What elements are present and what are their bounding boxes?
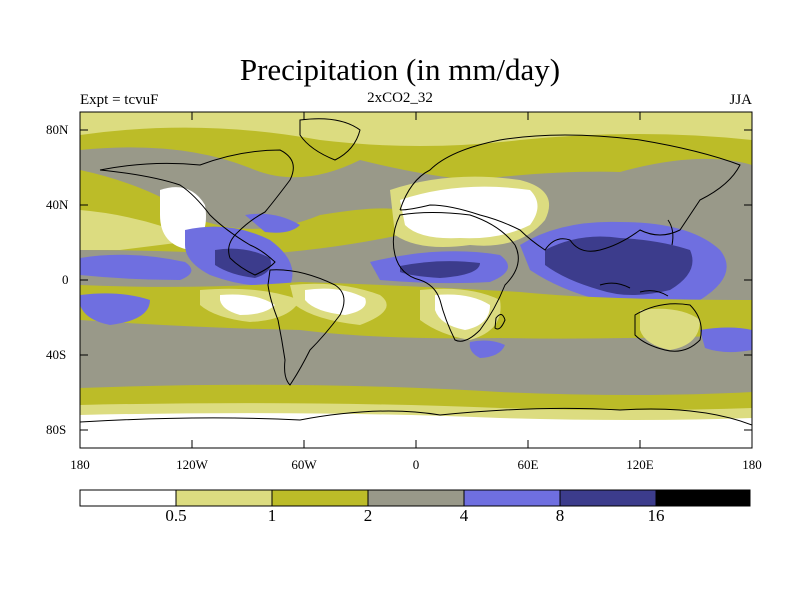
lat-label-80n: 80N xyxy=(46,122,69,137)
coastlines xyxy=(80,118,752,426)
precip-field xyxy=(80,112,752,448)
colorbar-swatch-2 xyxy=(271,489,369,507)
colorbar-swatch-6 xyxy=(655,489,751,507)
colorbar-label-4: 8 xyxy=(555,506,565,525)
colorbar-swatch-5 xyxy=(559,489,657,507)
lon-label-120w: 120W xyxy=(176,457,208,472)
colorbar xyxy=(79,489,751,507)
lat-label-80s: 80S xyxy=(46,422,67,437)
colorbar-label-0: 0.5 xyxy=(165,506,187,525)
colorbar-label-3: 4 xyxy=(459,506,469,525)
colorbar-swatch-1 xyxy=(175,489,273,507)
lat-ticks xyxy=(80,129,752,431)
lat-label-40s: 40S xyxy=(46,347,67,362)
lat-label-0: 0 xyxy=(62,272,69,287)
lon-label-0: 0 xyxy=(412,457,420,472)
colorbar-label-2: 2 xyxy=(363,506,373,525)
lon-ticks xyxy=(79,112,753,448)
colorbar-label-1: 1 xyxy=(267,506,277,525)
lon-label-60w: 60W xyxy=(291,457,317,472)
map-title: Precipitation (in mm/day) xyxy=(239,52,561,87)
colorbar-label-5: 16 xyxy=(647,506,665,525)
lat-label-40n: 40N xyxy=(46,197,69,212)
run-label: 2xCO2_32 xyxy=(367,90,433,106)
lon-label-180w: 180 xyxy=(70,457,90,472)
lon-label-60e: 60E xyxy=(517,457,539,472)
lon-label-120e: 120E xyxy=(626,457,654,472)
colorbar-swatch-4 xyxy=(463,489,561,507)
season-label: JJA xyxy=(729,92,752,108)
experiment-label: Expt = tcvuF xyxy=(80,92,159,108)
lon-label-180e: 180 xyxy=(742,457,762,472)
colorbar-swatch-0 xyxy=(79,489,177,507)
colorbar-swatch-3 xyxy=(367,489,465,507)
